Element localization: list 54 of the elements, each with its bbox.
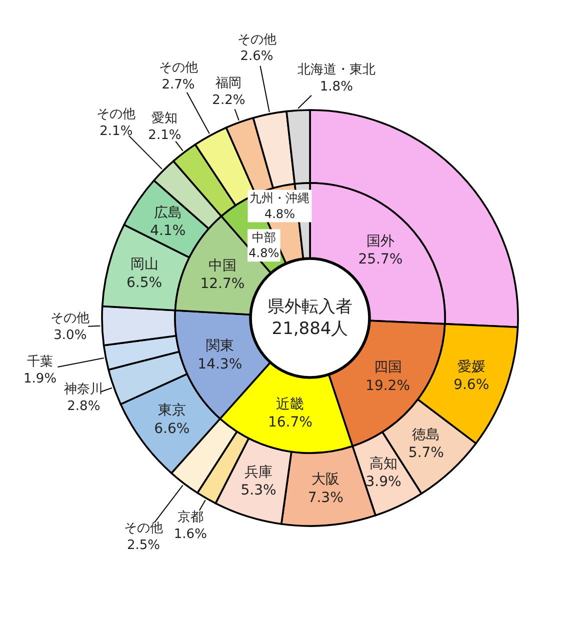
data-label: 2.7% (162, 78, 195, 93)
slice-label: 北海道・東北 (297, 62, 376, 78)
slice-label: 京都 (177, 510, 204, 526)
data-label: 2.6% (240, 49, 274, 64)
data-label: 2.1% (148, 128, 182, 143)
data-label: 6.5% (126, 274, 162, 291)
slice-label: その他 (124, 520, 164, 536)
data-label: 3.9% (366, 474, 402, 490)
data-label: 2.5% (126, 538, 160, 553)
slice-label: 岡山 (130, 256, 158, 273)
slice-label: 広島 (154, 204, 182, 221)
slice-label: 中国 (208, 258, 236, 274)
slice-label: 徳島 (412, 427, 440, 444)
data-label: 5.7% (408, 445, 444, 462)
data-label: 4.8% (264, 206, 295, 221)
slice-label: その他 (50, 311, 90, 326)
data-label: 16.7% (268, 414, 312, 431)
data-label: 1.8% (320, 79, 353, 94)
slice-label: その他 (237, 32, 276, 48)
slice-label: 兵庫 (244, 464, 273, 480)
data-label: 9.6% (454, 377, 490, 394)
slice-label: 中部 (252, 230, 276, 245)
slice-label: 神奈川 (64, 382, 104, 397)
data-label: 5.3% (240, 482, 276, 499)
data-label: 2.8% (67, 398, 100, 414)
data-label: 3.0% (54, 328, 87, 343)
slice-label: 関東 (206, 338, 234, 354)
data-label: 7.3% (308, 490, 344, 506)
data-label: 2.1% (100, 124, 133, 139)
data-label: 12.7% (200, 276, 245, 292)
text: 県外転入者 (268, 297, 352, 317)
slice-label: 高知 (370, 456, 398, 472)
text: 21,884人 (272, 319, 348, 339)
slice-label: 愛媛 (457, 358, 486, 375)
slice-label: 国外 (366, 233, 394, 250)
data-label: 1.9% (24, 371, 57, 386)
slice-label: 愛知 (152, 111, 178, 126)
slice-label: 東京 (158, 402, 186, 419)
data-label: 19.2% (366, 378, 410, 394)
data-label: 2.2% (212, 93, 246, 108)
slice-label: 大阪 (312, 472, 340, 488)
data-label: 25.7% (358, 252, 403, 268)
slice-label: 福岡 (216, 76, 242, 92)
data-label: 4.8% (248, 246, 280, 260)
slice-label: その他 (96, 106, 136, 122)
data-label: 14.3% (198, 356, 242, 372)
slice-label: 四国 (374, 360, 402, 376)
slice-label: 九州・沖縄 (250, 191, 310, 206)
slice-label: 千葉 (27, 354, 54, 370)
slice-label: その他 (158, 60, 198, 76)
data-label: 6.6% (154, 420, 190, 437)
data-label: 4.1% (150, 223, 186, 240)
slice-label: 近畿 (276, 396, 304, 412)
data-label: 1.6% (174, 527, 207, 542)
